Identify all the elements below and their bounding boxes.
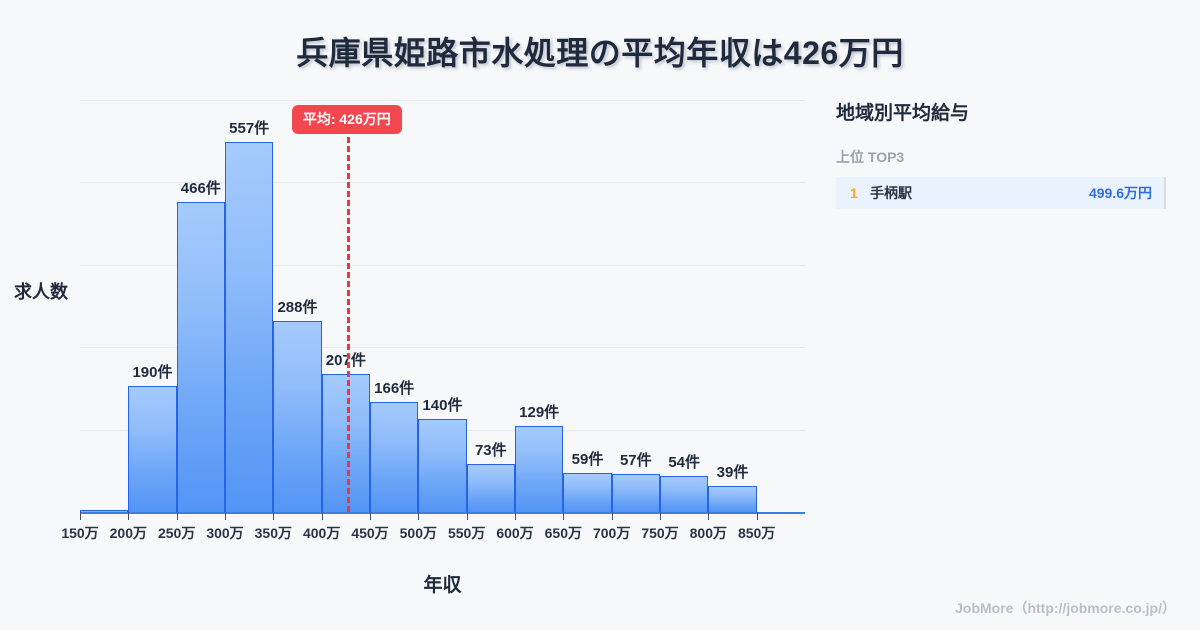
rank-list: 1 手柄駅 499.6万円	[836, 177, 1166, 209]
average-badge: 平均: 426万円	[291, 105, 402, 134]
x-axis-label: 800万	[689, 525, 728, 541]
x-tick	[660, 512, 661, 520]
bar-rect	[80, 510, 129, 512]
x-tick	[515, 512, 516, 520]
x-axis-label: 600万	[496, 525, 534, 541]
region-salary-panel: 地域別平均給与 上位 TOP3 1 手柄駅 499.6万円	[836, 98, 1166, 209]
bar-value-label: 190件	[132, 363, 173, 381]
histogram-bar: 59件	[563, 445, 612, 512]
histogram-bar: 207件	[321, 346, 370, 512]
x-tick	[80, 512, 81, 520]
x-axis-label: 850万	[737, 525, 776, 541]
bar-rect	[660, 476, 709, 512]
histogram-bar: 288件	[273, 293, 322, 512]
gridline	[80, 347, 805, 348]
x-tick	[225, 512, 226, 520]
x-tick	[321, 512, 323, 520]
x-axis-label: 250万	[157, 525, 196, 541]
x-tick	[176, 512, 178, 520]
gridline	[80, 182, 805, 183]
bar-rect	[225, 141, 274, 512]
x-axis-label: 200万	[109, 525, 148, 541]
bar-value-label: 466件	[180, 180, 221, 198]
histogram-bar: 140件	[418, 391, 467, 512]
x-axis-title: 年収	[423, 575, 462, 596]
rank-station-name: 手柄駅	[870, 185, 912, 201]
bar-rect	[708, 486, 757, 512]
bar-rect	[611, 474, 660, 512]
x-tick	[273, 512, 275, 520]
gridline	[80, 265, 805, 266]
bar-value-label: 39件	[716, 464, 749, 482]
bar-rect	[128, 385, 177, 512]
histogram-bar: 466件	[176, 174, 225, 512]
rank-row[interactable]: 1 手柄駅 499.6万円	[836, 177, 1166, 209]
x-axis-line	[80, 512, 805, 514]
histogram-chart: 190件 466件 557件 288件 207件 166件 140件 73件 129件 59件 57…	[14, 100, 805, 596]
bar-value-label: 59件	[571, 450, 604, 468]
bar-value-label: 54件	[668, 454, 700, 472]
rank-salary-value: 499.6万円	[1088, 185, 1152, 201]
x-axis-label: 550万	[447, 525, 486, 541]
bar-rect	[466, 463, 515, 512]
bar-rect	[515, 426, 564, 512]
histogram-bar	[80, 482, 129, 512]
rank-number: 1	[850, 185, 858, 201]
histogram-bar: 54件	[660, 448, 709, 512]
x-axis-label: 450万	[351, 525, 389, 541]
bar-rect	[273, 320, 322, 512]
bar-rect	[321, 374, 370, 512]
x-tick	[563, 512, 565, 520]
histogram-bar: 57件	[611, 446, 660, 512]
bar-rect	[370, 401, 419, 512]
bar-value-label: 166件	[374, 379, 415, 397]
footer-attribution: JobMore（http://jobmore.co.jp/）	[955, 600, 1176, 616]
x-axis-label: 400万	[302, 525, 341, 541]
x-tick	[418, 512, 420, 520]
x-axis-label: 500万	[399, 525, 438, 541]
bar-rect	[176, 202, 225, 512]
x-tick	[370, 512, 371, 520]
x-axis-label: 150万	[61, 525, 99, 541]
x-tick	[466, 512, 468, 520]
histogram-bar: 39件	[708, 458, 757, 512]
histogram-bar	[757, 484, 805, 512]
bar-value-label: 557件	[229, 119, 270, 137]
x-axis-label: 300万	[206, 525, 244, 541]
histogram-bar: 129件	[515, 398, 564, 512]
histogram-bar: 166件	[370, 374, 419, 512]
bar-value-label: 207件	[325, 352, 366, 370]
x-tick	[756, 512, 758, 520]
histogram-bar: 73件	[466, 436, 515, 512]
bar-value-label: 288件	[277, 298, 318, 316]
x-axis-label: 350万	[254, 525, 293, 541]
x-axis-label: 700万	[592, 525, 631, 541]
y-axis-title: 求人数	[14, 282, 68, 302]
page-title: 兵庫県姫路市水処理の平均年収は426万円	[296, 35, 904, 71]
x-axis-label: 650万	[544, 525, 583, 541]
bar-rect	[418, 418, 467, 512]
bar-rect	[563, 472, 612, 512]
average-line	[346, 128, 350, 512]
histogram-bar: 557件	[225, 114, 274, 512]
bar-value-label: 140件	[422, 396, 463, 414]
x-tick	[611, 512, 613, 520]
x-axis-label: 750万	[641, 525, 679, 541]
sidebar-title: 地域別平均給与	[836, 103, 970, 124]
histogram-bar: 190件	[128, 358, 177, 512]
bar-value-label: 57件	[619, 452, 652, 470]
bar-value-label: 129件	[519, 404, 560, 422]
x-tick	[128, 512, 130, 520]
x-tick	[708, 512, 710, 520]
bar-value-label: 73件	[474, 441, 507, 459]
gridline	[80, 100, 805, 101]
sidebar-subtitle: 上位 TOP3	[836, 149, 905, 165]
